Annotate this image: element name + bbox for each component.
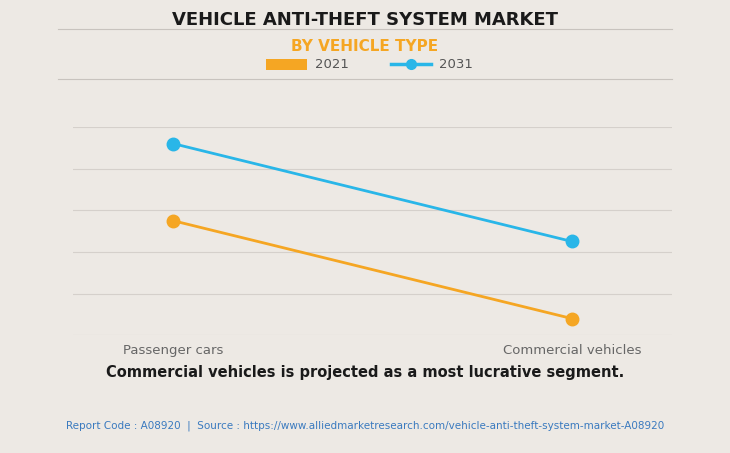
Text: Report Code : A08920  |  Source : https://www.alliedmarketresearch.com/vehicle-a: Report Code : A08920 | Source : https://… [66, 420, 664, 431]
Text: VEHICLE ANTI-THEFT SYSTEM MARKET: VEHICLE ANTI-THEFT SYSTEM MARKET [172, 11, 558, 29]
Text: Commercial vehicles is projected as a most lucrative segment.: Commercial vehicles is projected as a mo… [106, 365, 624, 380]
Text: BY VEHICLE TYPE: BY VEHICLE TYPE [291, 39, 439, 53]
Text: 2021: 2021 [315, 58, 349, 71]
Text: 2031: 2031 [439, 58, 473, 71]
